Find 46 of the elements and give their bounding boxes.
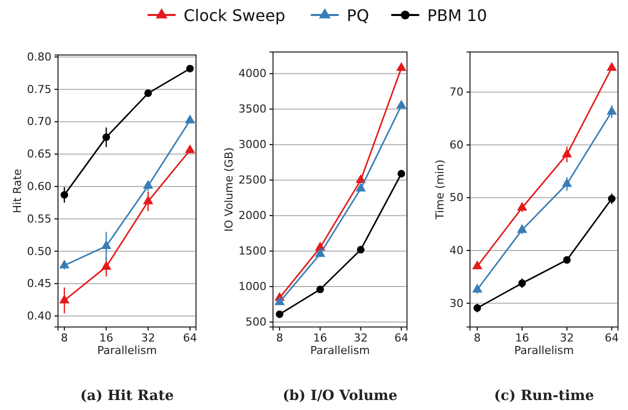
y-tick-label: 2500: [238, 174, 266, 187]
y-tick-label: 0.65: [27, 148, 52, 161]
text: (a) Hit Rate: [80, 388, 174, 404]
x-tick-label: 8: [474, 331, 481, 344]
x-tick-label: 32: [141, 331, 156, 344]
legend-label: PBM 10: [427, 6, 488, 25]
x-tick-label: 32: [560, 331, 574, 344]
x-tick-label: 64: [394, 331, 408, 344]
y-tick-label: 500: [246, 316, 266, 329]
legend-label: PQ: [346, 6, 370, 25]
x-tick-label: 16: [313, 331, 328, 344]
y-tick-label: 0.45: [27, 277, 52, 290]
x-tick-label: 64: [604, 331, 619, 344]
y-axis-title: IO Volume (GB): [222, 147, 236, 232]
x-tick-label: 16: [99, 331, 114, 344]
y-tick-label: 0.75: [27, 82, 52, 96]
x-tick-label: 32: [354, 331, 368, 344]
y-tick-label: 70: [450, 86, 464, 99]
y-tick-label: 0.80: [27, 50, 52, 64]
text: (c) Run-time: [494, 388, 594, 404]
y-tick-label: 0.50: [27, 244, 52, 258]
y-tick-label: 30: [450, 296, 464, 310]
y-tick-label: 1000: [238, 280, 266, 294]
y-tick-label: 4000: [238, 67, 266, 80]
y-tick-label: 0.70: [27, 115, 52, 128]
y-tick-label: 2000: [238, 209, 266, 222]
x-tick-label: 16: [515, 331, 530, 344]
y-tick-label: 50: [450, 191, 464, 204]
legend-label: Clock Sweep: [184, 6, 286, 25]
text: (b) I/O Volume: [282, 388, 398, 404]
x-tick-label: 64: [182, 331, 197, 344]
y-axis-title: Hit Rate: [11, 168, 24, 214]
y-tick-label: 0.55: [27, 212, 52, 226]
y-axis-title: Time (min): [434, 160, 446, 220]
x-tick-label: 8: [276, 331, 284, 344]
y-tick-label: 60: [450, 138, 464, 152]
y-tick-label: 0.60: [27, 180, 52, 193]
y-tick-label: 40: [450, 244, 464, 257]
x-tick-label: 8: [60, 331, 68, 344]
y-tick-label: 3500: [238, 102, 266, 116]
x-axis-title: Parallelism: [310, 344, 370, 357]
x-axis-title: Parallelism: [514, 344, 574, 357]
y-tick-label: 1500: [238, 244, 266, 258]
y-tick-label: 3000: [238, 138, 266, 152]
x-axis-title: Parallelism: [97, 344, 157, 357]
y-tick-label: 0.40: [27, 310, 52, 323]
